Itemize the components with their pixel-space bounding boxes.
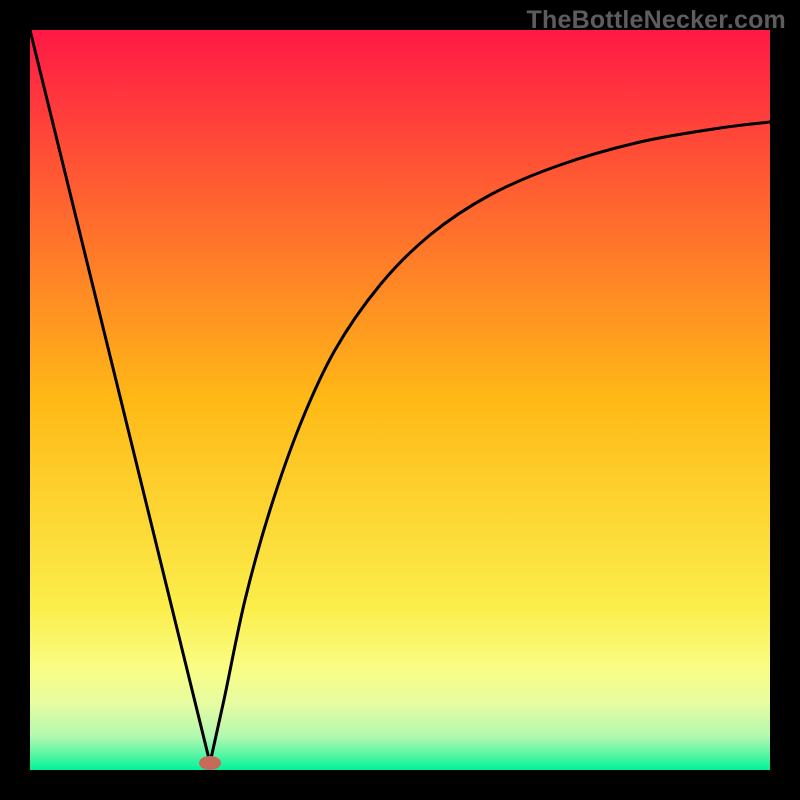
chart-frame: TheBottleNecker.com — [0, 0, 800, 800]
bottleneck-curve — [30, 30, 770, 770]
watermark-text: TheBottleNecker.com — [527, 6, 786, 35]
curve-left-branch — [30, 30, 210, 763]
curve-right-branch — [210, 122, 770, 763]
optimal-point-marker — [199, 756, 221, 770]
